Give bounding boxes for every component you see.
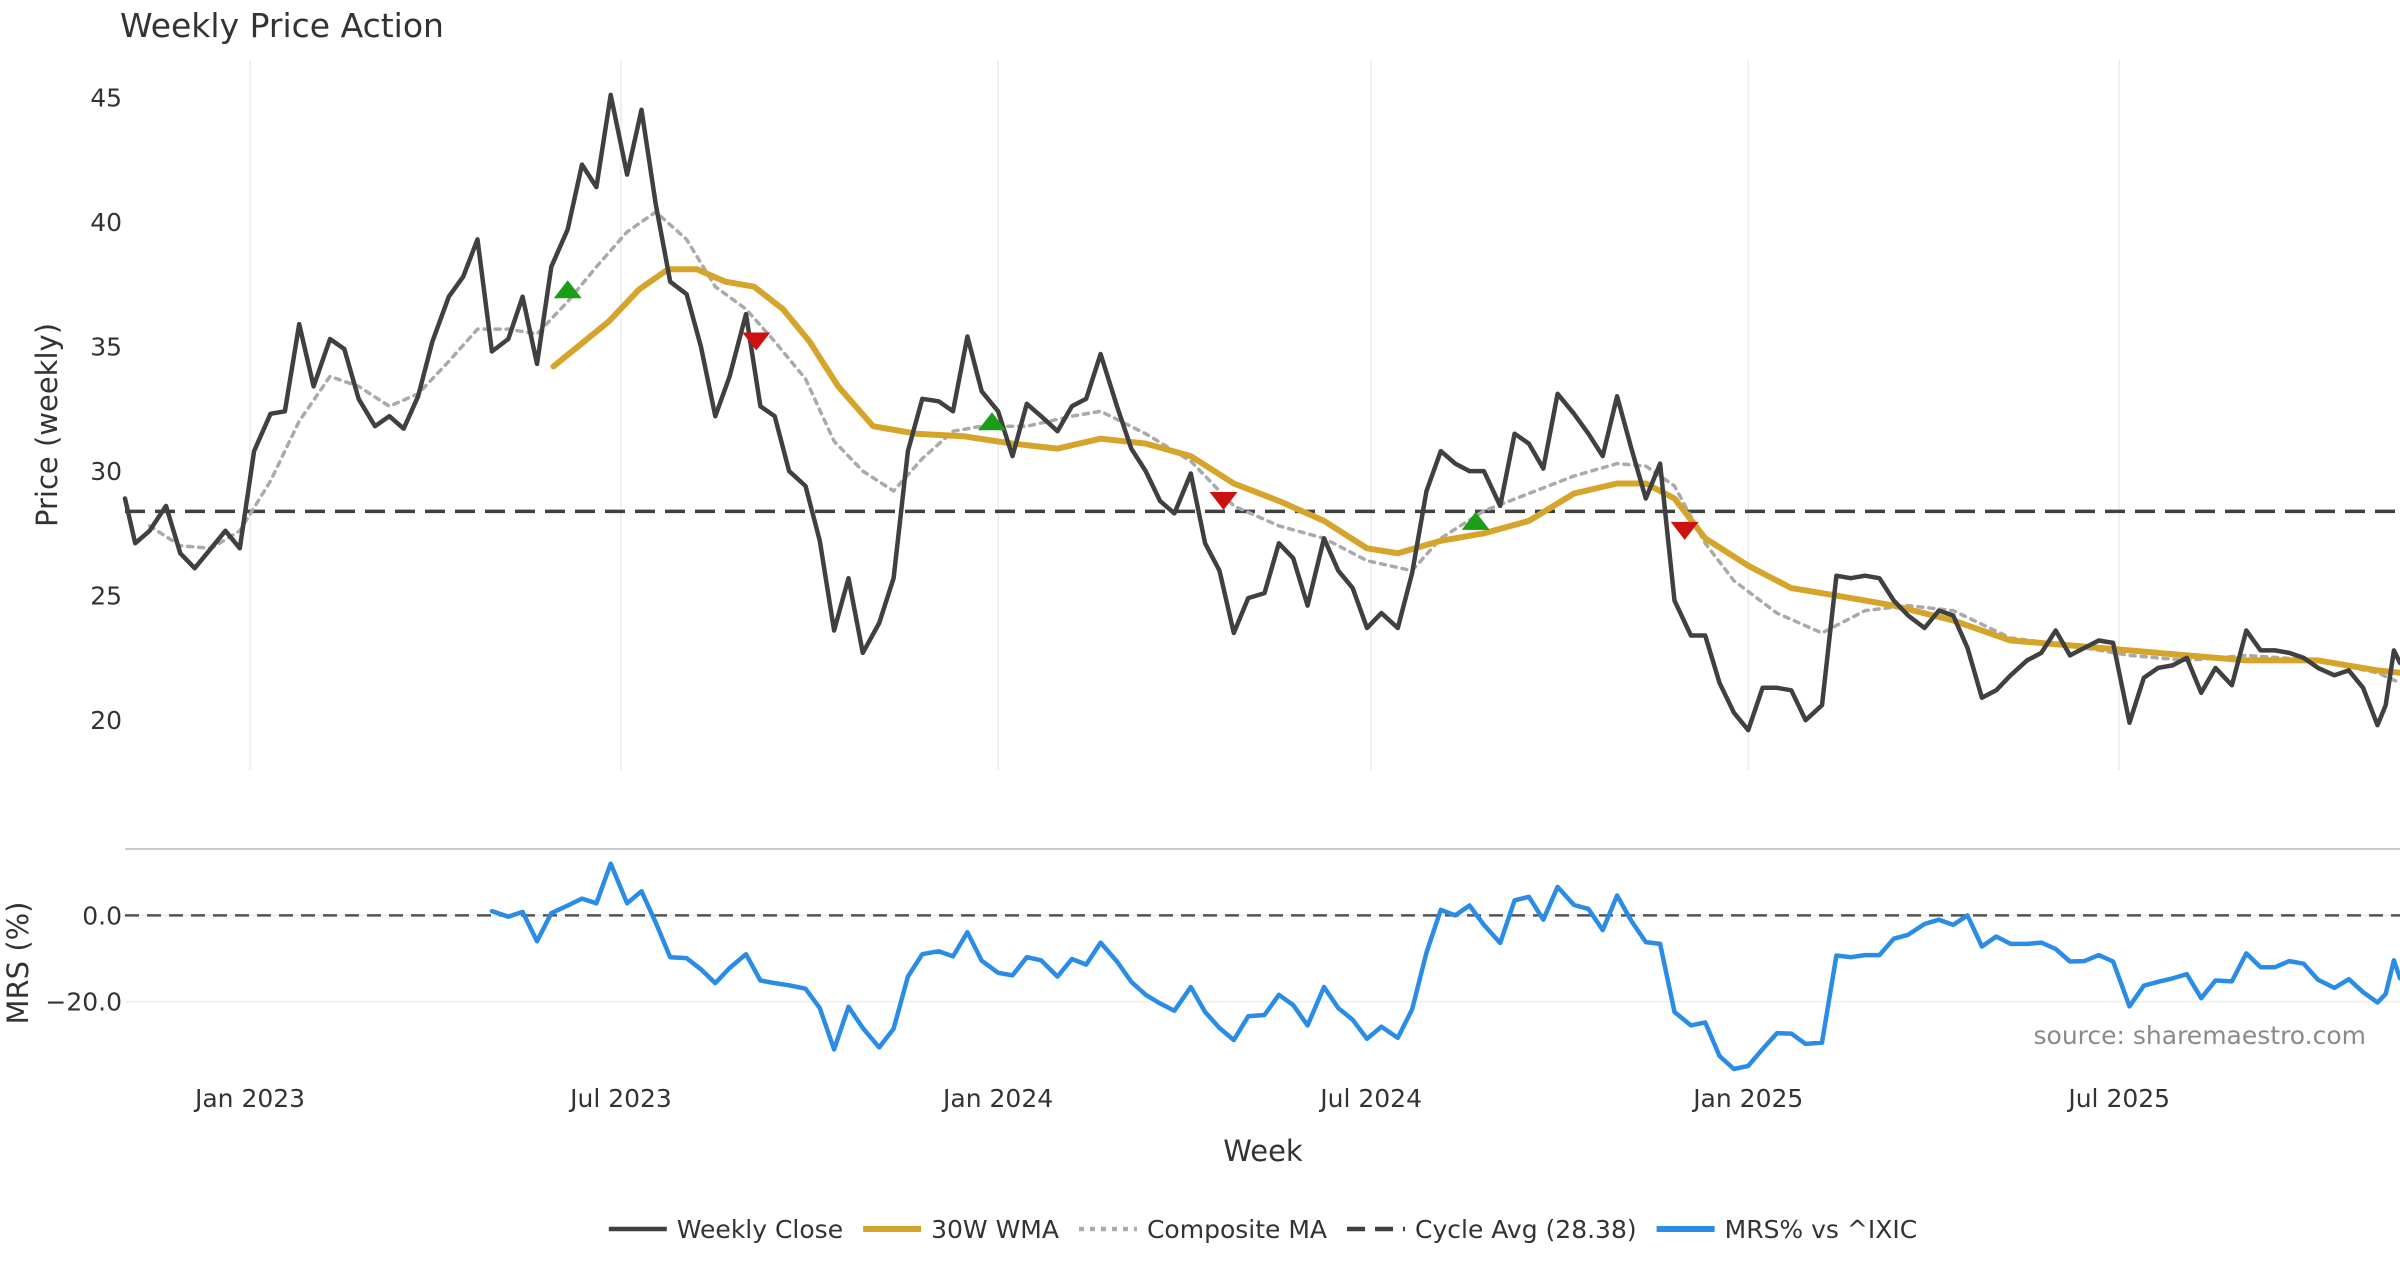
x-tick-label: Jan 2025 xyxy=(1691,1084,1803,1113)
legend-label: Composite MA xyxy=(1147,1215,1327,1244)
signal-markers xyxy=(553,280,1699,540)
price-y-tick: 35 xyxy=(90,332,122,361)
signal-marker-up xyxy=(553,280,582,299)
chart-title: Weekly Price Action xyxy=(120,6,444,45)
x-tick-labels: Jan 2023 Jul 2023 Jan 2024 Jul 2024 Jan 2025… xyxy=(193,1084,2170,1113)
mrs-series-layer xyxy=(489,861,2400,1072)
price-y-ticks: 20 25 30 35 40 45 xyxy=(90,83,122,735)
mrs-y-ticks: 0.0 −20.0 xyxy=(45,901,122,1016)
series-line-weekly-close xyxy=(122,92,2400,733)
legend-label: 30W WMA xyxy=(931,1215,1059,1244)
series-line-30w-wma xyxy=(550,266,2400,676)
legend-label: Weekly Close xyxy=(677,1215,843,1244)
price-y-tick: 30 xyxy=(90,457,122,486)
legend-label: MRS% vs ^IXIC xyxy=(1725,1215,1918,1244)
signal-marker-up xyxy=(1461,511,1490,530)
signal-marker-up xyxy=(977,412,1006,431)
legend-label: Cycle Avg (28.38) xyxy=(1415,1215,1637,1244)
price-gridlines xyxy=(249,60,2120,770)
x-tick-label: Jul 2025 xyxy=(2066,1084,2170,1113)
x-tick-label: Jan 2024 xyxy=(941,1084,1053,1113)
mrs-y-tick: 0.0 xyxy=(82,901,122,930)
signal-marker-down xyxy=(1670,521,1699,540)
signal-marker-down xyxy=(1209,491,1238,510)
price-y-tick: 45 xyxy=(90,83,122,112)
mrs-y-axis-label: MRS (%) xyxy=(1,902,35,1025)
price-y-tick: 20 xyxy=(90,706,122,735)
legend: Weekly Close 30W WMA Composite MA Cycle Avg… xyxy=(608,1215,1918,1244)
mrs-y-tick: −20.0 xyxy=(45,988,122,1017)
price-y-tick: 40 xyxy=(90,208,122,237)
x-axis-label: Week xyxy=(1223,1134,1303,1168)
source-note: source: sharemaestro.com xyxy=(2034,1021,2367,1050)
x-tick-label: Jul 2023 xyxy=(568,1084,672,1113)
signal-marker-down xyxy=(742,332,771,351)
price-y-tick: 25 xyxy=(90,582,122,611)
price-y-axis-label: Price (weekly) xyxy=(30,323,64,527)
series-line-composite-ma xyxy=(147,210,2400,685)
price-series-layer xyxy=(122,92,2400,733)
mrs-gridlines xyxy=(125,914,2400,1003)
x-tick-label: Jan 2023 xyxy=(193,1084,305,1113)
x-tick-label: Jul 2024 xyxy=(1318,1084,1422,1113)
series-line-mrs xyxy=(489,861,2400,1072)
